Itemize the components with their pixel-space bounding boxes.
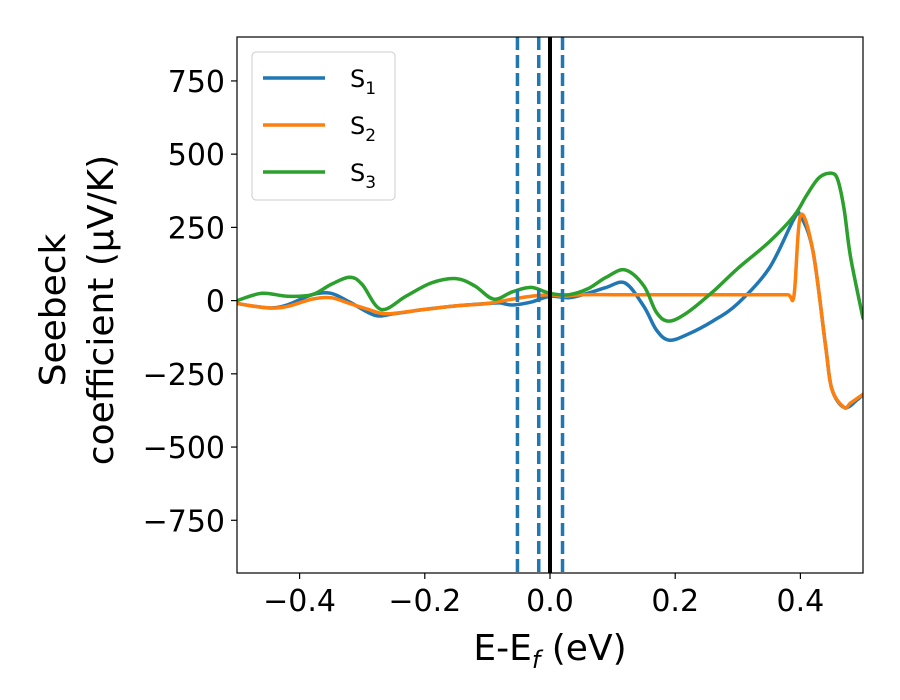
x-axis-label-main: E-E xyxy=(473,628,531,669)
y-tick-label: 0 xyxy=(206,285,225,320)
legend-label-main: S xyxy=(350,65,365,93)
legend-label-sub: 1 xyxy=(365,79,376,99)
x-tick-label: 0.4 xyxy=(777,584,825,619)
legend-label-main: S xyxy=(350,159,365,187)
y-tick-label: 750 xyxy=(168,65,225,100)
legend-label-sub: 3 xyxy=(365,173,376,193)
legend-label-main: S xyxy=(350,112,365,140)
x-axis-label: E-Ef (eV) xyxy=(473,628,626,674)
legend-label-s3: S3 xyxy=(350,159,376,193)
y-tick-label: −250 xyxy=(143,358,225,393)
plot-area xyxy=(237,37,863,573)
y-axis-label-line2: coefficient (μV/K) xyxy=(81,155,122,465)
y-axis-label-line1: Seebeck xyxy=(33,233,74,386)
series-line-s3 xyxy=(237,171,863,323)
legend-label-s2: S2 xyxy=(350,112,376,146)
y-tick-label: 500 xyxy=(168,138,225,173)
legend-label-sub: 2 xyxy=(365,126,376,146)
ticks: −0.4 −0.2 0.0 0.2 0.4 750 500 250 0 −250 −500 −750 xyxy=(143,65,825,619)
y-tick-label: −750 xyxy=(143,504,225,539)
x-tick-label: 0.0 xyxy=(526,584,574,619)
x-tick-label: −0.4 xyxy=(263,584,336,619)
x-tick-label: −0.2 xyxy=(388,584,461,619)
y-tick-label: −500 xyxy=(143,431,225,466)
x-axis-label-unit: (eV) xyxy=(540,628,626,669)
series-line-s2 xyxy=(237,212,863,410)
x-tick-label: 0.2 xyxy=(651,584,699,619)
y-tick-label: 250 xyxy=(168,211,225,246)
legend-label-s1: S1 xyxy=(350,65,376,99)
